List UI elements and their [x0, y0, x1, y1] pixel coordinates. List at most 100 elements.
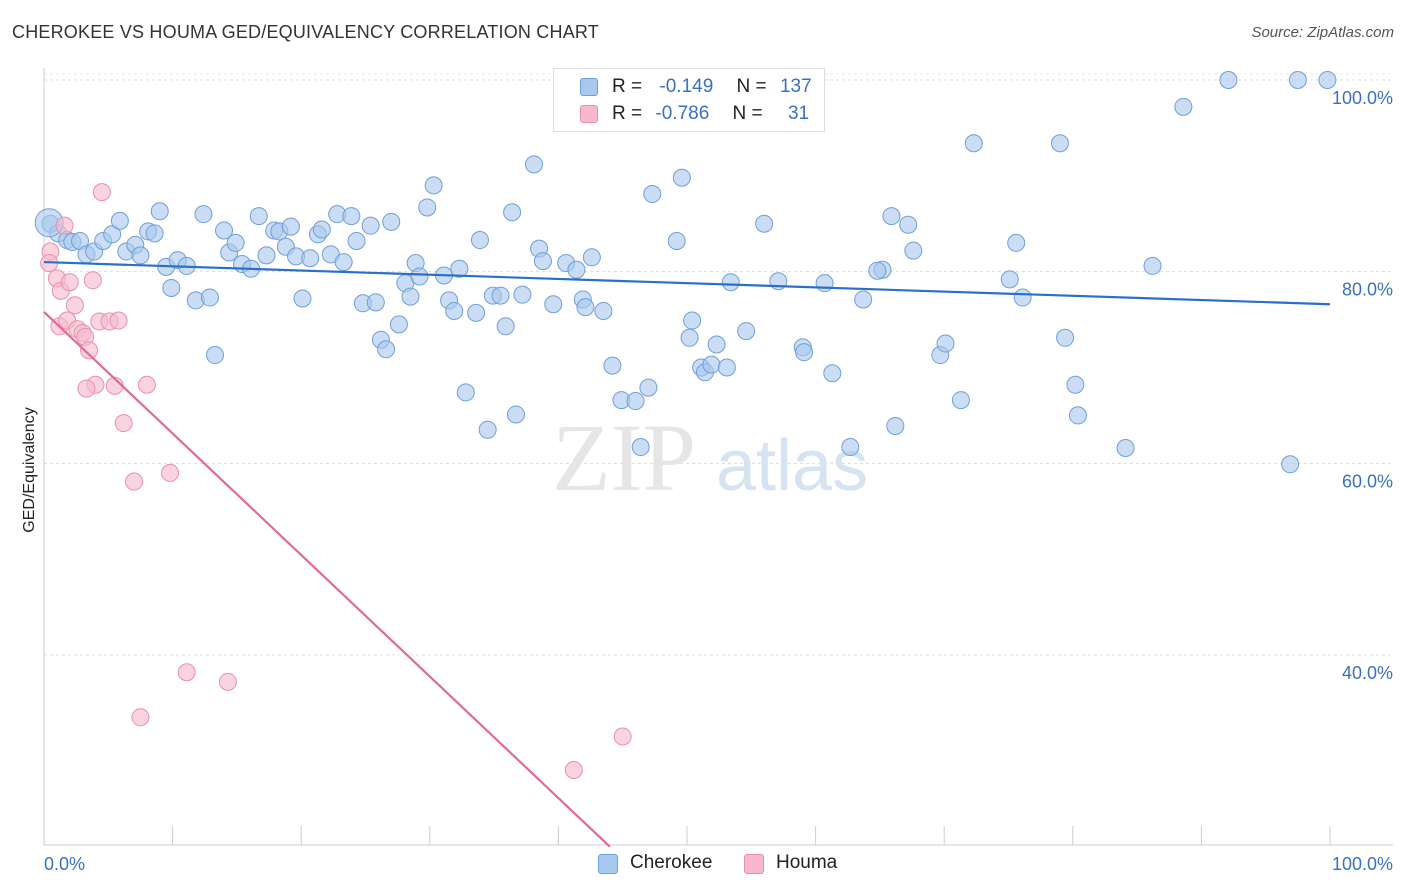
cherokee-point [418, 198, 437, 217]
cherokee-point [150, 202, 169, 221]
cherokee-point [1281, 455, 1300, 474]
cherokee-r-value: -0.149 [659, 76, 714, 97]
r-label: R = [612, 103, 643, 124]
houma-point [92, 183, 111, 202]
cherokee-point [389, 315, 408, 334]
cherokee-point [215, 221, 234, 240]
watermark-zip: ZIP [552, 404, 696, 511]
cherokee-point [450, 259, 469, 278]
cherokee-point [533, 252, 552, 271]
houma-legend-label: Houma [776, 852, 838, 873]
cherokee-point [702, 355, 721, 374]
cherokee-point [312, 220, 331, 239]
houma-r-value: -0.786 [655, 103, 710, 124]
cherokee-point [815, 274, 834, 293]
r-label: R = [612, 76, 643, 97]
cherokee-point [594, 301, 613, 320]
cherokee-point [680, 328, 699, 347]
cherokee-point [401, 287, 420, 306]
houma-point [65, 296, 84, 315]
houma-point [125, 472, 144, 491]
cherokee-point [904, 241, 923, 260]
cherokee-point [1116, 439, 1135, 457]
cherokee-point [496, 317, 515, 336]
houma-trend-line [43, 311, 611, 848]
cherokee-point [470, 231, 489, 250]
cherokee-point [1000, 270, 1019, 289]
cherokee-point [639, 378, 658, 397]
cherokee-point [491, 286, 510, 305]
cherokee-point [717, 358, 736, 377]
cherokee-point [576, 298, 595, 317]
cherokee-point [667, 232, 686, 250]
houma-point [55, 216, 74, 235]
houma-point [114, 414, 133, 433]
cherokee-point [886, 416, 905, 435]
cherokee-point [631, 438, 650, 457]
houma-swatch [580, 105, 598, 123]
cherokee-point [582, 248, 601, 267]
cherokee-point [603, 356, 622, 375]
cherokee-point [721, 273, 740, 292]
cherokee-point [257, 246, 276, 265]
axes [43, 68, 1393, 846]
cherokee-point [899, 215, 918, 234]
cherokee-point [1219, 71, 1238, 89]
cherokee-point [200, 288, 219, 307]
cherokee-trend-line [43, 260, 1331, 306]
cherokee-point [1056, 328, 1075, 347]
cherokee-point [544, 295, 563, 314]
cherokee-point [131, 246, 150, 265]
cherokee-point [410, 267, 429, 286]
houma-point [83, 271, 102, 290]
y-tick-label: 60.0% [1342, 471, 1393, 491]
cherokee-point [206, 346, 225, 365]
cherokee-point [347, 232, 366, 250]
cherokee-point [424, 176, 443, 195]
n-label: N = [736, 76, 767, 97]
cherokee-point [194, 205, 213, 224]
cherokee-point [361, 216, 380, 235]
cherokee-point [707, 335, 726, 354]
cherokee-point [281, 217, 300, 236]
cherokee-point [145, 224, 164, 243]
cherokee-point [823, 364, 842, 383]
houma-point [218, 672, 237, 691]
cherokee-point [445, 301, 464, 320]
source-note: Source: ZipAtlas.com [1251, 24, 1394, 41]
correlation-legend: R = -0.149 N = 137 R = -0.786 N = 31 [553, 68, 825, 132]
cherokee-point [249, 207, 268, 226]
x-tick-label-left: 0.0% [44, 854, 85, 874]
houma-point [109, 311, 128, 330]
cherokee-point [951, 391, 970, 410]
trend-lines [43, 260, 1331, 848]
cherokee-point [366, 293, 385, 312]
cherokee-n-value: 137 [779, 76, 812, 97]
cherokee-legend-label: Cherokee [630, 852, 713, 873]
cherokee-point [1288, 71, 1307, 89]
cherokee-point [1013, 288, 1032, 307]
x-tick-label-right: 100.0% [1332, 854, 1393, 874]
houma-point [161, 463, 180, 482]
cherokee-point [626, 392, 645, 411]
cherokee-point [503, 203, 522, 222]
cherokee-point [334, 253, 353, 272]
cherokee-point [524, 155, 543, 174]
y-tick-label: 40.0% [1342, 663, 1393, 683]
cherokee-point [342, 207, 361, 226]
houma-point [77, 379, 96, 398]
cherokee-point [1066, 375, 1085, 394]
cherokee-point [882, 207, 901, 226]
tick-labels: 100.0% 80.0% 60.0% 40.0% 0.0% 100.0% [44, 88, 1393, 874]
cherokee-point [737, 322, 756, 341]
cherokee-point [755, 214, 774, 233]
houma-point [60, 273, 79, 292]
houma-legend-swatch [744, 854, 764, 874]
cherokee-legend-swatch [598, 854, 618, 874]
cherokee-point [1143, 256, 1162, 275]
cherokee-point [854, 290, 873, 309]
cherokee-point [377, 340, 396, 359]
cherokee-point [1050, 134, 1069, 153]
cherokee-point [936, 334, 955, 353]
